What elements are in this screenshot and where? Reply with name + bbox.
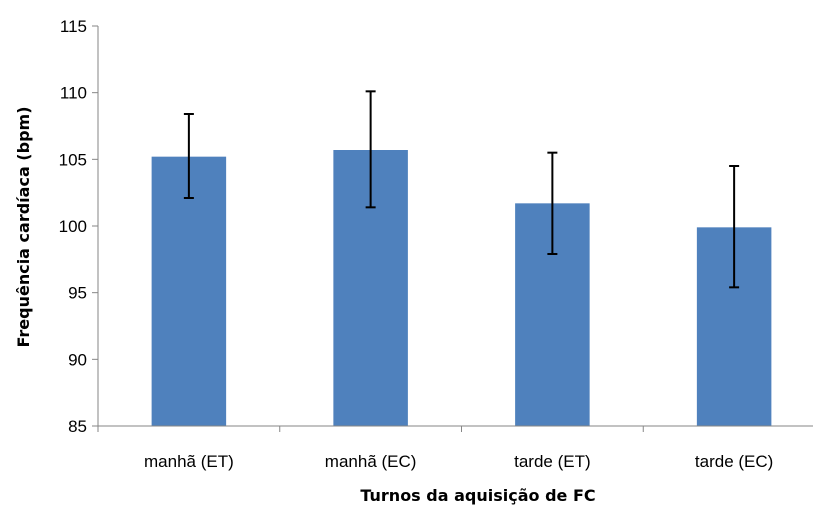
- bar: [151, 156, 227, 426]
- x-tick-label: manhã (ET): [144, 452, 234, 471]
- y-tick-label: 100: [59, 217, 87, 236]
- y-tick-label: 110: [60, 84, 87, 103]
- y-tick-label: 90: [68, 350, 87, 369]
- y-axis-title: Frequência cardíaca (bpm): [14, 106, 33, 347]
- error-bars-group: [183, 90, 740, 289]
- x-tick-label: tarde (EC): [695, 452, 773, 471]
- y-ticks-group: 85 90 95 100 105 110 115: [59, 17, 98, 436]
- y-tick-label: 95: [68, 284, 87, 303]
- x-axis-title: Turnos da aquisição de FC: [360, 486, 595, 505]
- y-tick-label: 115: [60, 17, 87, 36]
- y-tick-label: 105: [59, 150, 87, 169]
- x-tick-label: tarde (ET): [514, 452, 591, 471]
- bars-group: [151, 150, 772, 426]
- y-tick-label: 85: [68, 417, 87, 436]
- x-ticks-group: manhã (ET) manhã (EC) tarde (ET) tarde (EC): [97, 426, 773, 471]
- x-tick-label: manhã (EC): [325, 452, 417, 471]
